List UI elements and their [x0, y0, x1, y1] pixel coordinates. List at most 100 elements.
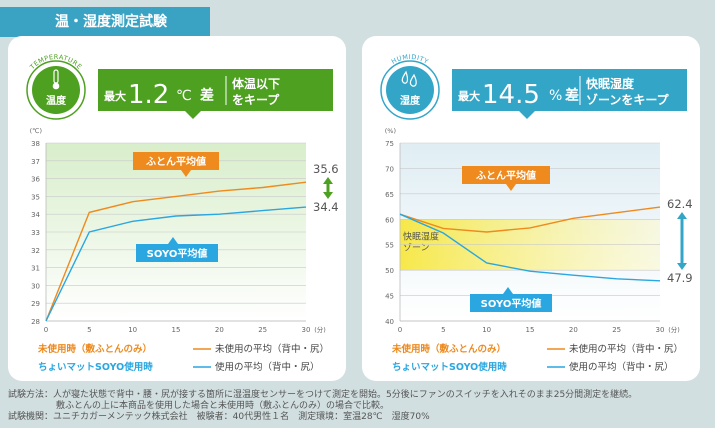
badge-inner-circle	[32, 66, 80, 114]
droplet-icon	[409, 73, 417, 87]
x-tick-label: 5	[441, 326, 445, 334]
soyo-average-line	[399, 213, 661, 282]
futon-average-callout	[133, 152, 219, 170]
x-tick-label: 10	[128, 326, 137, 334]
badge-label: 湿度	[400, 94, 421, 107]
y-tick-label: 55	[385, 242, 394, 250]
stat-unit: ℃	[176, 88, 192, 104]
x-tick-label: 20	[215, 326, 224, 334]
y-tick-label: 45	[385, 293, 394, 301]
y-tick-label: 75	[385, 140, 394, 148]
y-tick-label: 36	[31, 176, 40, 184]
x-tick-label: 20	[569, 326, 578, 334]
temperature-panel: TEMPERATURE 温度 最大 1.2 ℃ 差体温以下 をキープ 28 29 30 31 32 33…	[8, 36, 346, 381]
futon-average-line	[45, 181, 307, 322]
difference-arrow-head	[323, 177, 333, 184]
x-tick-label: 15	[526, 326, 535, 334]
y-tick-label: 65	[385, 191, 394, 199]
callout-label: ふとん平均値	[146, 155, 206, 168]
badge-english-label: HUMIDITY	[390, 53, 430, 66]
callout-pointer	[181, 170, 191, 177]
y-tick-label: 34	[31, 211, 40, 219]
x-tick-label: 30	[656, 326, 665, 334]
badge-bar	[98, 69, 333, 111]
x-axis-unit: (分)	[314, 325, 326, 334]
legend-series-name: 未使用時（敷ふとんのみ）	[37, 343, 152, 355]
legend-series-name: ちょいマットSOYO使用時	[38, 361, 153, 373]
end-value-label: 47.9	[667, 271, 693, 285]
badge-message-line1: 体温以下	[232, 76, 280, 91]
y-tick-label: 31	[31, 265, 40, 273]
comfort-zone-label: ゾーン	[403, 242, 430, 253]
soyo-average-callout	[136, 244, 218, 262]
y-tick-label: 28	[31, 318, 40, 326]
stat-suffix: 差	[565, 87, 579, 104]
soyo-average-callout	[470, 294, 552, 312]
callout-pointer	[168, 237, 178, 244]
legend-series-label: 未使用の平均（背中・尻）	[215, 343, 329, 355]
stat-value: 1.2	[128, 80, 169, 110]
stat-value: 14.5	[482, 80, 540, 110]
difference-arrow-head	[677, 263, 687, 270]
badge-message-line2: をキープ	[232, 92, 280, 107]
badge-pointer	[185, 111, 201, 119]
y-axis-unit: (%)	[385, 127, 396, 135]
x-tick-label: 5	[87, 326, 91, 334]
page-title: 温・湿度測定試験	[0, 7, 210, 37]
callout-pointer	[503, 287, 513, 294]
y-tick-label: 50	[385, 267, 394, 275]
y-tick-label: 60	[385, 216, 394, 224]
legend-series-label: 使用の平均（背中・尻）	[215, 361, 320, 373]
stat-unit: %	[549, 88, 562, 104]
end-value-label: 35.6	[313, 162, 339, 176]
futon-average-callout	[462, 166, 550, 184]
y-tick-label: 33	[31, 229, 40, 237]
x-tick-label: 0	[398, 326, 402, 334]
comfort-zone-label: 快眠湿度	[403, 230, 439, 242]
y-tick-label: 38	[31, 140, 40, 148]
legend-series-name: 未使用時（敷ふとんのみ）	[391, 343, 506, 355]
badge-label: 温度	[46, 94, 67, 107]
badge-inner-circle	[386, 66, 434, 114]
soyo-average-line	[45, 206, 307, 322]
callout-pointer	[506, 184, 516, 191]
futon-average-line	[399, 206, 661, 233]
callout-label: SOYO平均値	[481, 297, 542, 310]
footnote-method: 試験方法：人が寝た状態で背中・腰・尻が接する箇所に湿温度センサーをつけて測定を開…	[8, 390, 638, 400]
badge-bar	[452, 69, 687, 111]
thermometer-bulb-icon	[52, 82, 60, 90]
y-tick-label: 37	[31, 158, 40, 166]
legend-series-label: 使用の平均（背中・尻）	[569, 361, 674, 373]
humidity-panel: HUMIDITY 湿度 最大 14.5% 差快眠湿度 ゾーンをキープ 快眠湿度 ゾーン 40 45…	[362, 36, 700, 381]
difference-arrow-head	[677, 212, 687, 219]
x-tick-label: 25	[612, 326, 621, 334]
y-axis-unit: (℃)	[30, 127, 42, 135]
x-tick-label: 30	[302, 326, 311, 334]
x-tick-label: 15	[172, 326, 181, 334]
x-tick-label: 0	[44, 326, 48, 334]
legend-series-name: ちょいマットSOYO使用時	[392, 361, 507, 373]
callout-label: ふとん平均値	[476, 169, 536, 182]
x-tick-label: 25	[258, 326, 267, 334]
end-value-label: 34.4	[313, 200, 339, 214]
stat-suffix: 差	[200, 87, 214, 104]
stat-prefix: 最大	[104, 89, 126, 103]
y-tick-label: 32	[31, 247, 40, 255]
droplet-icon	[401, 70, 409, 84]
y-tick-label: 35	[31, 193, 40, 201]
footnote-lab: 試験機関：ユニチカガーメンテック株式会社 被験者：40代男性１名 測定環境：室温…	[8, 412, 430, 422]
x-axis-unit: (分)	[668, 325, 680, 334]
y-tick-label: 30	[31, 282, 40, 290]
end-value-label: 62.4	[667, 197, 693, 211]
difference-arrow-head	[323, 192, 333, 199]
badge-pointer	[519, 111, 535, 119]
y-tick-label: 40	[385, 318, 394, 326]
legend-series-label: 未使用の平均（背中・尻）	[569, 343, 683, 355]
footnote-comparison: 敷ふとんの上に本商品を使用した場合と未使用時（敷ふとんのみ）の場合で比較。	[56, 401, 390, 411]
callout-label: SOYO平均値	[147, 247, 208, 260]
badge-message-line1: 快眠湿度	[586, 76, 635, 91]
badge-message-line2: ゾーンをキープ	[586, 92, 670, 107]
y-tick-label: 29	[31, 300, 40, 308]
